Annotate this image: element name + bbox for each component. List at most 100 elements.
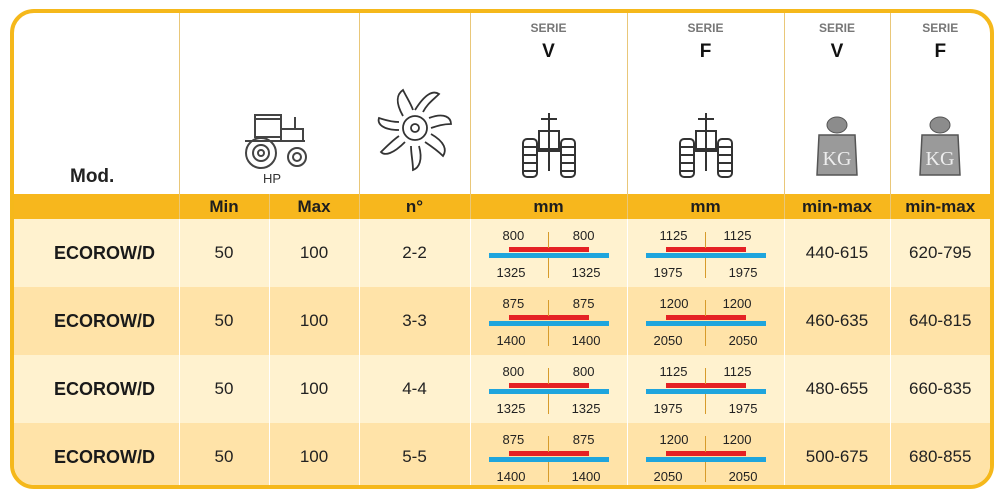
dim-bottom-left: 1325	[496, 265, 526, 280]
hp-max-cell: 100	[268, 423, 359, 485]
subheader-mm-f: mm	[626, 194, 784, 219]
weight-f-cell: 680-855	[889, 423, 990, 485]
subheader-min: Min	[178, 194, 269, 219]
weight-v-cell: 440-615	[783, 219, 890, 287]
hp-max-cell: 100	[268, 219, 359, 287]
weight-f-big: F	[934, 41, 947, 62]
weight-v-cell: 500-675	[783, 423, 890, 485]
dim-bottom-right: 2050	[728, 469, 758, 484]
hp-min-cell: 50	[178, 423, 270, 485]
divider-tick	[547, 258, 549, 278]
divider-tick	[704, 232, 706, 248]
dim-top-left: 800	[502, 364, 525, 379]
track-dimensions: 800 800 1325 1325	[488, 362, 609, 416]
model-cell: ECOROW/D	[14, 423, 179, 485]
kg-label: KG	[823, 148, 852, 170]
tractor-rear-icon	[678, 113, 733, 178]
dims-f-cell: 1200 1200 2050 2050	[626, 423, 784, 485]
weight-v-cell: 480-655	[783, 355, 890, 423]
rotor-blade-icon	[377, 88, 452, 172]
model-cell: ECOROW/D	[14, 355, 179, 423]
red-bar	[665, 247, 746, 252]
dim-bottom-right: 2050	[728, 333, 758, 348]
subheader-minmax-v: min-max	[783, 194, 890, 219]
table-row: ECOROW/D 50 100 2-2 800 800 1325 1325 11…	[14, 219, 990, 287]
red-bar	[665, 383, 746, 388]
hp-min-cell: 50	[178, 355, 270, 423]
dims-f-cell: 1125 1125 1975 1975	[626, 355, 784, 423]
hp-header-cell: HP	[178, 13, 359, 194]
dim-top-right: 875	[572, 296, 595, 311]
weight-kg-icon: KG	[919, 116, 962, 176]
dim-bottom-left: 2050	[653, 333, 683, 348]
dim-top-left: 1200	[659, 296, 689, 311]
divider-tick	[704, 462, 706, 482]
serie-f-small: SERIE	[687, 21, 724, 35]
dim-bottom-right: 1975	[728, 401, 758, 416]
dims-v-cell: 800 800 1325 1325	[469, 219, 627, 287]
blue-bar	[645, 253, 766, 258]
track-dimensions: 1200 1200 2050 2050	[645, 430, 766, 484]
red-bar	[508, 451, 589, 456]
dim-bottom-left: 1400	[496, 469, 526, 484]
serie-v-big: V	[542, 41, 555, 62]
table-row: ECOROW/D 50 100 4-4 800 800 1325 1325 11…	[14, 355, 990, 423]
dim-bottom-left: 2050	[653, 469, 683, 484]
track-dimensions: 875 875 1400 1400	[488, 294, 609, 348]
track-dimensions: 1200 1200 2050 2050	[645, 294, 766, 348]
dim-top-right: 800	[572, 228, 595, 243]
divider-tick	[704, 394, 706, 414]
weight-f-cell: 640-815	[889, 287, 990, 355]
blue-bar	[645, 321, 766, 326]
blue-bar	[645, 389, 766, 394]
subheader-minmax-f: min-max	[889, 194, 990, 219]
dim-top-left: 875	[502, 432, 525, 447]
dim-top-left: 1200	[659, 432, 689, 447]
blue-bar	[488, 389, 609, 394]
track-dimensions: 875 875 1400 1400	[488, 430, 609, 484]
blades-header-cell	[358, 13, 470, 194]
divider-tick	[547, 462, 549, 482]
dim-top-left: 800	[502, 228, 525, 243]
weight-v-header-cell: SERIE V KG	[783, 13, 890, 194]
dim-top-right: 875	[572, 432, 595, 447]
model-cell: ECOROW/D	[14, 287, 179, 355]
subheader-empty	[14, 194, 179, 219]
serie-v-header-cell: SERIE V	[469, 13, 627, 194]
dim-top-left: 1125	[659, 228, 688, 243]
model-cell: ECOROW/D	[14, 219, 179, 287]
divider-tick	[547, 300, 549, 316]
dims-v-cell: 800 800 1325 1325	[469, 355, 627, 423]
divider-tick	[547, 368, 549, 384]
blue-bar	[488, 457, 609, 462]
mod-header-cell: Mod.	[14, 13, 179, 194]
weight-f-cell: 660-835	[889, 355, 990, 423]
red-bar	[665, 451, 746, 456]
track-dimensions: 1125 1125 1975 1975	[645, 362, 766, 416]
dim-bottom-left: 1400	[496, 333, 526, 348]
blades-cell: 4-4	[358, 355, 470, 423]
dim-top-left: 1125	[659, 364, 688, 379]
tractor-icon	[245, 114, 307, 169]
dim-bottom-right: 1325	[571, 401, 601, 416]
spec-table-frame: Mod.	[10, 9, 994, 489]
dim-top-right: 1125	[723, 228, 752, 243]
divider-tick	[547, 436, 549, 452]
weight-v-small: SERIE	[818, 21, 855, 35]
dim-bottom-right: 1400	[571, 333, 601, 348]
blue-bar	[488, 253, 609, 258]
divider-tick	[704, 436, 706, 452]
dim-bottom-right: 1325	[571, 265, 601, 280]
dims-f-cell: 1125 1125 1975 1975	[626, 219, 784, 287]
divider-tick	[704, 300, 706, 316]
weight-f-small: SERIE	[922, 21, 959, 35]
dim-top-left: 875	[502, 296, 525, 311]
red-bar	[508, 383, 589, 388]
red-bar	[665, 315, 746, 320]
blue-bar	[488, 321, 609, 326]
divider-tick	[547, 232, 549, 248]
divider-tick	[547, 394, 549, 414]
dim-top-right: 800	[572, 364, 595, 379]
subheader-n: n°	[358, 194, 470, 219]
weight-v-cell: 460-635	[783, 287, 890, 355]
